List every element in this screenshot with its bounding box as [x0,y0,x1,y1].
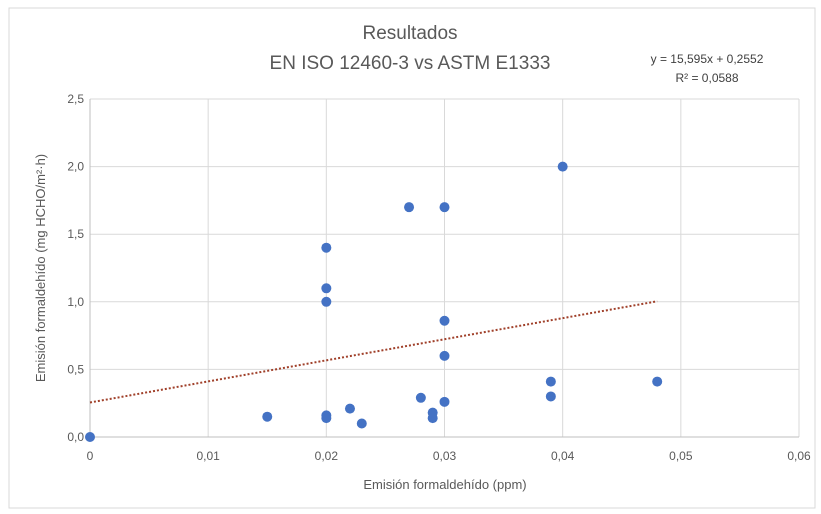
y-tick-label: 1,5 [67,227,84,241]
y-tick-label: 1,0 [67,295,84,309]
data-point [321,242,332,253]
data-point [344,403,355,414]
x-tick-label: 0,02 [315,449,339,463]
data-points [85,161,663,442]
data-point [262,411,273,422]
data-point [557,161,568,172]
y-tick-label: 2,5 [67,92,84,106]
x-axis-title: Emisión formaldehído (ppm) [363,477,526,492]
chart-title: Resultados [362,23,457,44]
axes [89,99,799,438]
data-point [85,432,95,442]
data-point [439,315,450,326]
trendline-equation: y = 15,595x + 0,2552 [651,52,764,66]
data-point [545,376,556,387]
x-tick-label: 0,05 [669,449,693,463]
data-point [545,391,556,402]
data-point [439,202,450,213]
data-point [439,396,450,407]
data-point [356,418,367,429]
data-point [321,296,332,307]
y-axis-title: Emisión formaldehído (mg HCHO/m²·h) [33,154,48,382]
data-point [415,392,426,403]
trendline-group [89,300,658,404]
x-tick-label: 0,06 [787,449,811,463]
y-tick-label: 0,5 [67,362,84,376]
x-tick-label: 0,01 [196,449,220,463]
trendline-r2: R² = 0,0588 [675,71,738,85]
x-tick-label: 0,03 [433,449,457,463]
data-point [652,376,663,387]
data-point [439,350,450,361]
data-point [321,283,332,294]
chart-subtitle: EN ISO 12460-3 vs ASTM E1333 [270,53,551,74]
x-tick-label: 0 [87,449,94,463]
data-point [404,202,415,213]
data-point [427,413,438,424]
tick-labels: 0,0 0,5 1,0 1,5 2,0 2,5 0 0,01 0,02 0,03 0,04 0,05 0… [67,92,811,463]
data-point [321,413,332,424]
trendline [89,300,658,404]
x-tick-label: 0,04 [551,449,575,463]
y-tick-label: 2,0 [67,160,84,174]
y-tick-label: 0,0 [67,430,84,444]
